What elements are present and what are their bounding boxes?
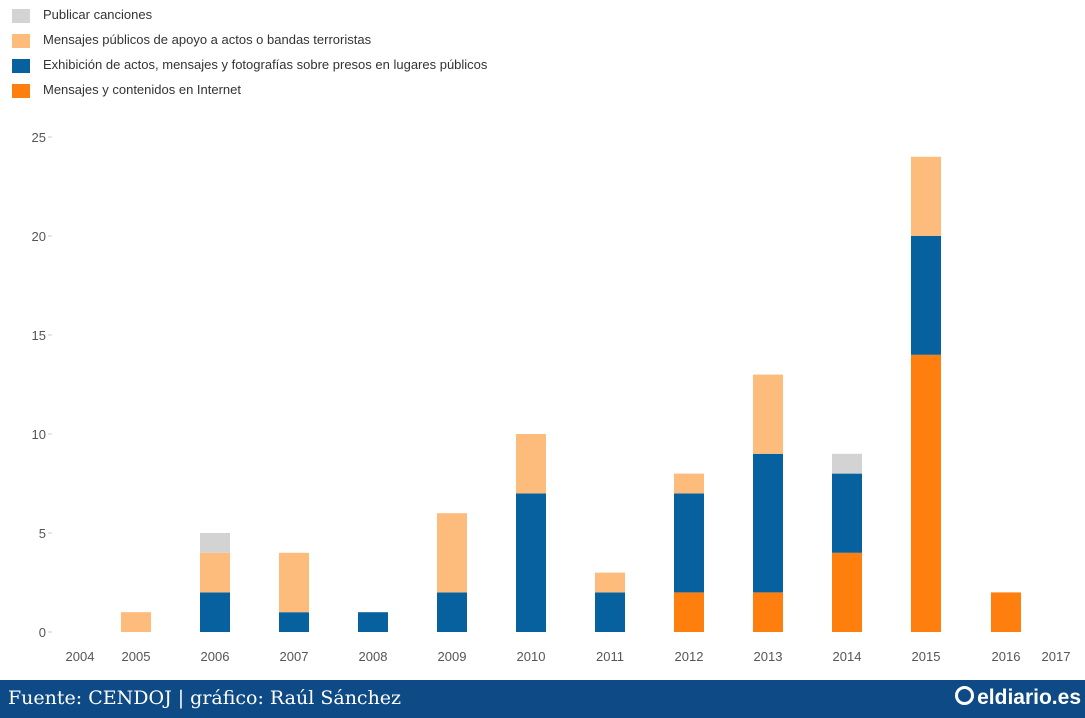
x-tick-label: 2013: [754, 649, 783, 664]
bars: [121, 156, 1021, 632]
x-tick-label: 2015: [912, 649, 941, 664]
bar-segment-2013[interactable]: [753, 592, 783, 632]
bar-segment-2012[interactable]: [674, 473, 704, 494]
y-tick-label: 15: [32, 328, 46, 343]
x-tick-label: 2006: [201, 649, 230, 664]
bar-segment-2012[interactable]: [674, 592, 704, 632]
legend-swatch: [12, 34, 30, 48]
legend-swatch: [12, 59, 30, 73]
bar-segment-2009[interactable]: [437, 592, 467, 632]
bar-segment-2009[interactable]: [437, 513, 467, 593]
x-tick-label: 2007: [280, 649, 309, 664]
legend-label: Publicar canciones: [43, 7, 153, 22]
bar-segment-2013[interactable]: [753, 374, 783, 454]
bar-segment-2014[interactable]: [832, 473, 862, 553]
bar-segment-2010[interactable]: [516, 434, 546, 494]
y-tick-label: 20: [32, 229, 46, 244]
x-tick-label: 2010: [517, 649, 546, 664]
bar-segment-2014[interactable]: [832, 552, 862, 632]
y-tick-label: 5: [39, 526, 46, 541]
bar-segment-2014[interactable]: [832, 453, 862, 474]
x-tick-label: 2008: [359, 649, 388, 664]
bar-segment-2005[interactable]: [121, 612, 151, 632]
logo-text: eldiario.es: [977, 686, 1081, 709]
legend-label: Exhibición de actos, mensajes y fotograf…: [43, 57, 488, 72]
bar-segment-2006[interactable]: [200, 552, 230, 593]
bar-segment-2015[interactable]: [911, 354, 941, 632]
x-tick-label: 2009: [438, 649, 467, 664]
bar-segment-2012[interactable]: [674, 493, 704, 593]
bar-segment-2011[interactable]: [595, 592, 625, 632]
x-tick-label: 2017: [1042, 649, 1071, 664]
bar-segment-2010[interactable]: [516, 493, 546, 632]
footer-bar: Fuente: CENDOJ | gráfico: Raúl Sánchez e…: [0, 680, 1085, 718]
logo-ring-icon: [955, 686, 975, 705]
bar-segment-2015[interactable]: [911, 156, 941, 236]
bar-segment-2013[interactable]: [753, 453, 783, 593]
x-tick-label: 2014: [833, 649, 862, 664]
x-tick-label: 2016: [992, 649, 1021, 664]
x-tick-label: 2005: [122, 649, 151, 664]
bar-segment-2006[interactable]: [200, 592, 230, 632]
legend-swatch: [12, 9, 30, 23]
bar-segment-2015[interactable]: [911, 236, 941, 355]
y-tick-label: 10: [32, 427, 46, 442]
y-tick-label: 25: [32, 130, 46, 145]
x-tick-label: 2011: [596, 649, 624, 664]
bar-segment-2016[interactable]: [991, 592, 1021, 632]
bar-segment-2008[interactable]: [358, 612, 388, 632]
legend-label: Mensajes públicos de apoyo a actos o ban…: [43, 32, 372, 47]
source-credit: Fuente: CENDOJ | gráfico: Raúl Sánchez: [8, 687, 402, 709]
eldiario-logo[interactable]: eldiario.es: [955, 686, 1081, 710]
bar-segment-2007[interactable]: [279, 552, 309, 613]
legend-label: Mensajes y contenidos en Internet: [43, 82, 242, 97]
x-axis: 2004 2005 2006 2007 2008 2009 2010 2011 2012 2013…: [66, 649, 1071, 664]
y-tick-label: 0: [39, 625, 46, 640]
legend-swatch: [12, 84, 30, 98]
bar-segment-2007[interactable]: [279, 612, 309, 632]
bar-segment-2006[interactable]: [200, 533, 230, 553]
bar-segment-2011[interactable]: [595, 572, 625, 593]
x-tick-label: 2004: [66, 649, 95, 664]
x-tick-label: 2012: [675, 649, 704, 664]
y-axis: 0 5 10 15 20 25: [32, 130, 52, 640]
